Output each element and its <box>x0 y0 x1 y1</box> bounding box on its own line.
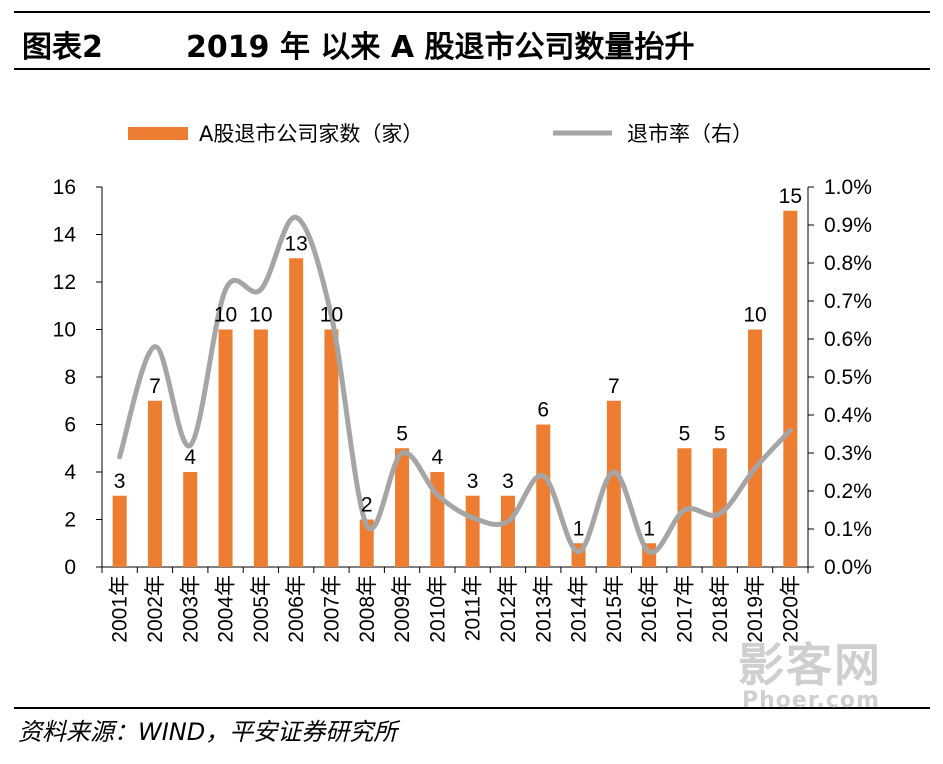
x-axis-tick-label: 2014年 <box>568 575 591 643</box>
bar <box>324 329 339 567</box>
watermark-main: 影客网 <box>738 638 882 692</box>
left-axis-tick-label: 0 <box>64 556 76 579</box>
bar-data-label: 5 <box>679 422 691 445</box>
x-axis-tick-label: 2011年 <box>462 575 485 641</box>
bar <box>783 210 798 567</box>
left-axis-tick-label: 10 <box>53 319 76 342</box>
bar-data-label: 5 <box>396 422 408 445</box>
x-axis-tick-label: 2006年 <box>285 575 308 643</box>
x-axis-tick-label: 2009年 <box>391 575 414 643</box>
right-axis-tick-label: 0.7% <box>824 290 872 313</box>
bar-data-label: 4 <box>184 446 196 469</box>
watermark-sub: Phoer.com <box>742 688 880 713</box>
bar <box>253 329 268 567</box>
bar <box>218 329 233 567</box>
bar-data-label: 10 <box>214 304 237 327</box>
bar <box>606 400 621 567</box>
right-axis-tick-label: 0.6% <box>824 328 872 351</box>
legend-bar-swatch <box>128 127 188 140</box>
bar <box>748 329 763 567</box>
bar-data-label: 3 <box>467 470 479 493</box>
bar <box>712 448 727 567</box>
bar-data-label: 10 <box>249 304 272 327</box>
rate-line-series <box>117 214 793 555</box>
bar-data-label: 10 <box>743 304 766 327</box>
bar <box>112 495 127 567</box>
figure-title: 2019 年 以来 A 股退市公司数量抬升 <box>186 30 695 65</box>
left-axis-tick-label: 2 <box>64 509 76 532</box>
bar-data-label: 7 <box>149 375 161 398</box>
x-axis-tick-label: 2015年 <box>603 575 626 643</box>
x-axis-tick-label: 2012年 <box>497 575 520 643</box>
legend-bar-label: A股退市公司家数（家） <box>199 122 423 146</box>
bar-series <box>112 210 798 567</box>
bar <box>536 424 551 567</box>
bar-data-label: 3 <box>502 470 514 493</box>
legend-line-label: 退市率（右） <box>627 122 753 146</box>
x-axis-tick-label: 2002年 <box>144 575 167 643</box>
bar <box>147 400 162 567</box>
right-axis-tick-label: 1.0% <box>824 176 872 199</box>
bar-data-label: 7 <box>608 375 620 398</box>
bar-data-label: 5 <box>714 422 726 445</box>
left-axis-tick-label: 6 <box>64 414 76 437</box>
right-axis-tick-label: 0.1% <box>824 518 872 541</box>
bar-data-label: 2 <box>361 494 373 517</box>
right-axis-tick-label: 0.0% <box>824 556 872 579</box>
chart-legend: A股退市公司家数（家） 退市率（右） <box>128 122 753 146</box>
source-note: 资料来源：WIND，平安证券研究所 <box>18 718 398 746</box>
header-rule <box>14 68 930 70</box>
x-axis-tick-label: 2001年 <box>109 575 132 643</box>
figure-label: 图表2 <box>22 30 103 65</box>
left-axis-tick-label: 8 <box>64 366 76 389</box>
bar-data-label: 4 <box>432 446 444 469</box>
x-axis-tick-label: 2003年 <box>179 575 202 643</box>
x-axis-tick-label: 2008年 <box>356 575 379 643</box>
right-axis-tick-label: 0.8% <box>824 252 872 275</box>
top-rule <box>14 11 930 13</box>
x-axis-tick-label: 2007年 <box>320 575 343 643</box>
bar <box>395 448 410 567</box>
x-axis-tick-label: 2010年 <box>426 575 449 643</box>
bar-data-label: 6 <box>537 399 549 422</box>
right-axis-tick-label: 0.5% <box>824 366 872 389</box>
right-axis-tick-label: 0.2% <box>824 480 872 503</box>
bar <box>465 495 480 567</box>
x-axis-tick-label: 2018年 <box>709 575 732 643</box>
chart-axes: 02468101214160.0%0.1%0.2%0.3%0.4%0.5%0.6… <box>53 176 872 643</box>
bar-data-label: 1 <box>643 517 655 540</box>
x-axis-tick-label: 2013年 <box>532 575 555 643</box>
right-axis-tick-label: 0.3% <box>824 442 872 465</box>
footer-rule <box>14 707 930 709</box>
x-axis-tick-label: 2005年 <box>250 575 273 643</box>
x-axis-tick-label: 2017年 <box>673 575 696 643</box>
rate-line <box>117 214 793 555</box>
bar-data-label: 1 <box>573 517 585 540</box>
watermark: 影客网 Phoer.com <box>738 640 882 712</box>
x-axis-tick-label: 2016年 <box>638 575 661 643</box>
bar-data-label: 10 <box>320 304 343 327</box>
figure-header: 图表2 2019 年 以来 A 股退市公司数量抬升 <box>14 18 930 66</box>
left-axis-tick-label: 4 <box>64 461 76 484</box>
bar <box>500 495 515 567</box>
bar <box>289 258 304 567</box>
x-axis-tick-label: 2019年 <box>744 575 767 643</box>
bar-data-label: 13 <box>284 232 307 255</box>
x-axis-tick-label: 2020年 <box>779 575 802 643</box>
bar-data-label: 3 <box>114 470 126 493</box>
left-axis-tick-label: 14 <box>53 224 77 247</box>
right-axis-tick-label: 0.4% <box>824 404 872 427</box>
right-axis-tick-label: 0.9% <box>824 214 872 237</box>
left-axis-tick-label: 16 <box>53 176 76 199</box>
x-axis-tick-label: 2004年 <box>215 575 238 643</box>
bar-data-label: 15 <box>779 185 802 208</box>
bar <box>183 472 198 567</box>
left-axis-tick-label: 12 <box>53 271 76 294</box>
